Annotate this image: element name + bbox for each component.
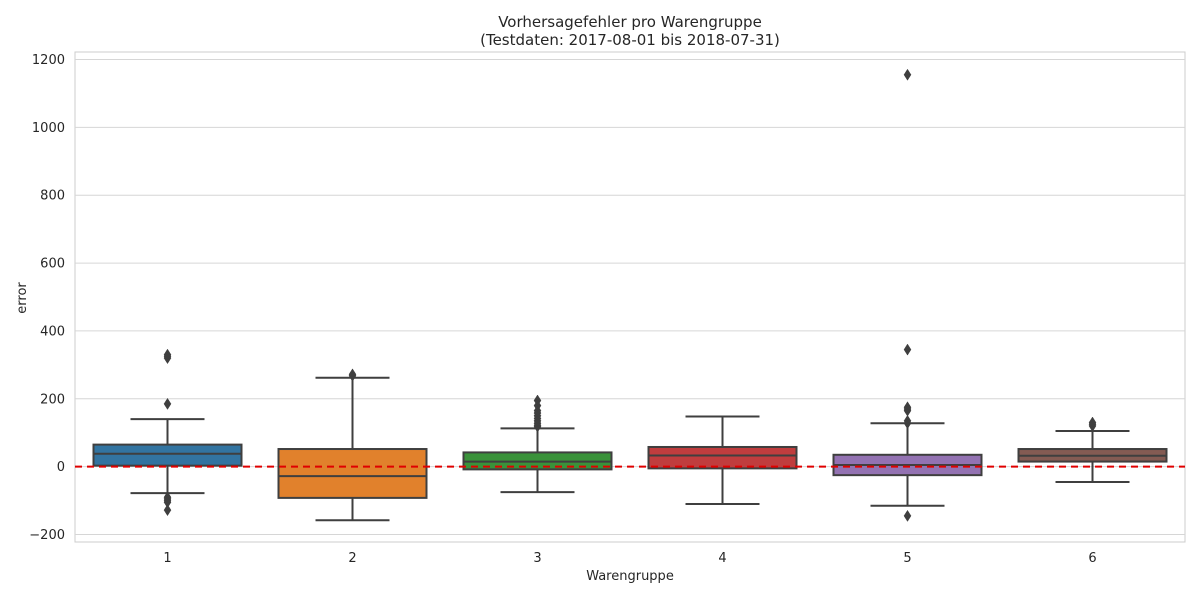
x-tick-label: 3 bbox=[533, 551, 541, 566]
boxes bbox=[92, 68, 1168, 522]
plot-area bbox=[74, 51, 1186, 543]
y-tick-label: 1000 bbox=[32, 121, 65, 136]
box-iqr bbox=[647, 445, 798, 470]
x-tick-label: 1 bbox=[163, 551, 171, 566]
x-tick-labels: 1 2 3 4 5 6 bbox=[163, 551, 1096, 566]
outlier-point bbox=[903, 401, 912, 414]
chart-subtitle: (Testdaten: 2017-08-01 bis 2018-07-31) bbox=[480, 31, 780, 49]
outlier-point bbox=[903, 343, 912, 356]
outlier-point bbox=[1088, 416, 1097, 429]
outlier-point bbox=[163, 504, 172, 517]
outlier-point bbox=[163, 397, 172, 410]
outlier-point bbox=[533, 394, 542, 407]
y-tick-labels: −200 0 200 400 600 800 1000 1200 bbox=[29, 53, 65, 543]
box-group-6 bbox=[1017, 416, 1168, 483]
y-tick-label: 0 bbox=[57, 460, 65, 475]
outlier-point bbox=[903, 68, 912, 81]
box-group-3 bbox=[462, 394, 613, 494]
x-axis-label: Warengruppe bbox=[586, 569, 674, 584]
outlier-point bbox=[163, 348, 172, 361]
y-tick-label: 200 bbox=[40, 392, 65, 407]
box-group-4 bbox=[647, 415, 798, 505]
outlier-point bbox=[903, 414, 912, 427]
box-iqr bbox=[92, 443, 243, 467]
x-tick-label: 2 bbox=[348, 551, 356, 566]
chart-title: Vorhersagefehler pro Warengruppe bbox=[498, 13, 762, 31]
outlier-point bbox=[903, 509, 912, 522]
y-axis-label: error bbox=[15, 282, 30, 314]
box-group-5 bbox=[832, 68, 983, 522]
y-tick-label: 800 bbox=[40, 189, 65, 204]
x-tick-label: 5 bbox=[903, 551, 911, 566]
box-group-2 bbox=[277, 368, 428, 522]
box-iqr bbox=[277, 448, 428, 499]
y-tick-label: −200 bbox=[29, 528, 65, 543]
x-tick-label: 4 bbox=[718, 551, 726, 566]
outlier-point bbox=[348, 368, 357, 381]
y-tick-label: 600 bbox=[40, 257, 65, 272]
y-tick-label: 400 bbox=[40, 324, 65, 339]
y-tick-label: 1200 bbox=[32, 53, 65, 68]
box-group-1 bbox=[92, 348, 243, 517]
x-tick-label: 6 bbox=[1088, 551, 1096, 566]
